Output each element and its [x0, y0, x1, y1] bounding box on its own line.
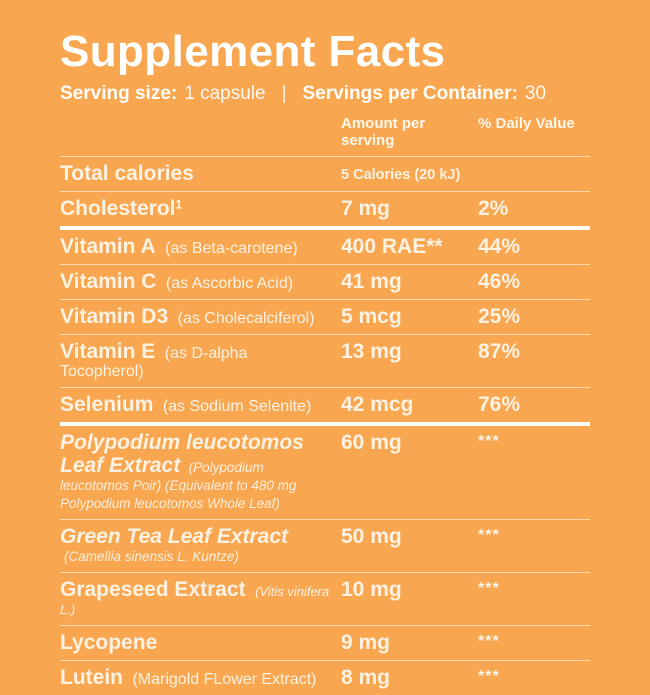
amount-per-serving: 7 mg	[341, 197, 391, 220]
row-lutein: Lutein (Marigold FLower Extract) 8 mg **…	[60, 661, 590, 695]
row-total-calories: Total calories 5 Calories (20 kJ)	[60, 157, 590, 192]
nutrient-source: (as Ascorbic Acid)	[165, 275, 294, 292]
daily-value: ***	[478, 433, 500, 450]
vertical-divider: |	[281, 83, 287, 104]
nutrient-name: Polypodium leucotomos Leaf Extract (Poly…	[60, 431, 341, 513]
nutrient-name: Total calories	[60, 162, 341, 185]
nutrient-name: Grapeseed Extract (Vitis vinifera L.)	[60, 578, 341, 619]
nutrient-name: Vitamin C (as Ascorbic Acid)	[60, 270, 341, 293]
row-selenium: Selenium (as Sodium Selenite) 42 mcg 76%	[60, 388, 590, 426]
servings-per-container-value: 30	[524, 83, 547, 104]
amount-per-serving: 5 Calories (20 kJ)	[341, 167, 461, 183]
row-vitamin-e: Vitamin E (as D-alpha Tocopherol) 13 mg …	[60, 335, 590, 388]
nutrient-name: Selenium (as Sodium Selenite)	[60, 393, 341, 416]
row-cholesterol: Cholesterol1 7 mg 2%	[60, 192, 590, 230]
nutrient-source: (as Beta-carotene)	[165, 240, 298, 257]
nutrient-source: (Camellia sinensis L. Kuntze)	[64, 549, 239, 564]
nutrient-name-text: Vitamin C	[60, 270, 157, 293]
row-polypodium-leucotomos: Polypodium leucotomos Leaf Extract (Poly…	[60, 426, 590, 520]
nutrient-name-text: Green Tea Leaf Extract	[60, 525, 288, 548]
nutrient-name: Vitamin E (as D-alpha Tocopherol)	[60, 340, 341, 381]
nutrient-name: Lutein (Marigold FLower Extract)	[60, 666, 341, 689]
amount-per-serving: 5 mcg	[341, 305, 402, 328]
nutrient-name-text: Lutein	[60, 666, 123, 689]
row-vitamin-d3: Vitamin D3 (as Cholecalciferol) 5 mcg 25…	[60, 300, 590, 335]
nutrient-name-text: Grapeseed Extract	[60, 578, 246, 601]
amount-per-serving: 60 mg	[341, 431, 402, 454]
nutrient-name-text: Selenium	[60, 393, 154, 416]
supplement-facts-label: Supplement Facts Serving size: 1 capsule…	[60, 27, 590, 689]
daily-value: 87%	[478, 340, 521, 363]
column-headers: Amount per serving % Daily Value	[60, 115, 590, 157]
column-header-daily-value: % Daily Value	[478, 115, 575, 132]
nutrient-name-text: Vitamin D3	[60, 305, 169, 328]
row-vitamin-c: Vitamin C (as Ascorbic Acid) 41 mg 46%	[60, 265, 590, 300]
serving-size-label: Serving size:	[60, 83, 178, 104]
nutrient-source: (Polypodium leucotomos Poir) (Equivalent…	[60, 460, 297, 511]
nutrient-source: (Vitis vinifera L.)	[60, 584, 330, 617]
nutrient-name-text: Vitamin A	[60, 235, 156, 258]
row-lycopene: Lycopene 9 mg ***	[60, 626, 590, 661]
footnote-superscript: 1	[175, 197, 183, 212]
servings-per-container-label: Servings per Container:	[302, 83, 518, 104]
amount-per-serving: 41 mg	[341, 270, 402, 293]
nutrient-source: (as Sodium Selenite)	[162, 398, 312, 415]
daily-value: ***	[478, 668, 500, 685]
amount-per-serving: 50 mg	[341, 525, 402, 548]
row-grapeseed-extract: Grapeseed Extract (Vitis vinifera L.) 10…	[60, 573, 590, 626]
daily-value: ***	[478, 633, 500, 650]
nutrient-name-text: Total calories	[60, 162, 194, 185]
amount-per-serving: 10 mg	[341, 578, 402, 601]
daily-value: 44%	[478, 235, 521, 258]
column-header-amount: Amount per serving	[341, 115, 426, 149]
page-title: Supplement Facts	[60, 27, 446, 76]
row-green-tea-leaf-extract: Green Tea Leaf Extract (Camellia sinensi…	[60, 520, 590, 573]
row-vitamin-a: Vitamin A (as Beta-carotene) 400 RAE** 4…	[60, 230, 590, 265]
nutrient-name-text: Polypodium leucotomos Leaf Extract	[60, 431, 304, 477]
amount-per-serving: 9 mg	[341, 631, 391, 654]
daily-value: 46%	[478, 270, 521, 293]
nutrient-name: Lycopene	[60, 631, 341, 654]
amount-per-serving: 13 mg	[341, 340, 402, 363]
nutrient-name: Cholesterol1	[60, 197, 341, 220]
amount-per-serving: 42 mcg	[341, 393, 414, 416]
nutrient-name-text: Cholesterol	[60, 197, 176, 220]
daily-value: 25%	[478, 305, 521, 328]
nutrient-name-text: Vitamin E	[60, 340, 156, 363]
nutrient-table: Total calories 5 Calories (20 kJ) Choles…	[60, 157, 590, 695]
daily-value: ***	[478, 580, 500, 597]
nutrient-source: (Marigold FLower Extract)	[132, 671, 317, 688]
amount-per-serving: 8 mg	[341, 666, 391, 689]
nutrient-name: Vitamin A (as Beta-carotene)	[60, 235, 341, 258]
serving-size-value: 1 capsule	[184, 83, 266, 104]
nutrient-source: (as Cholecalciferol)	[177, 310, 315, 327]
amount-per-serving: 400 RAE**	[341, 235, 443, 258]
serving-info: Serving size: 1 capsule | Servings per C…	[60, 83, 590, 105]
nutrient-name: Green Tea Leaf Extract (Camellia sinensi…	[60, 525, 341, 566]
daily-value: 2%	[478, 197, 509, 220]
nutrient-source: (as D-alpha Tocopherol)	[60, 345, 248, 380]
nutrient-name: Vitamin D3 (as Cholecalciferol)	[60, 305, 341, 328]
daily-value: ***	[478, 527, 500, 544]
nutrient-name-text: Lycopene	[60, 631, 158, 654]
daily-value: 76%	[478, 393, 521, 416]
